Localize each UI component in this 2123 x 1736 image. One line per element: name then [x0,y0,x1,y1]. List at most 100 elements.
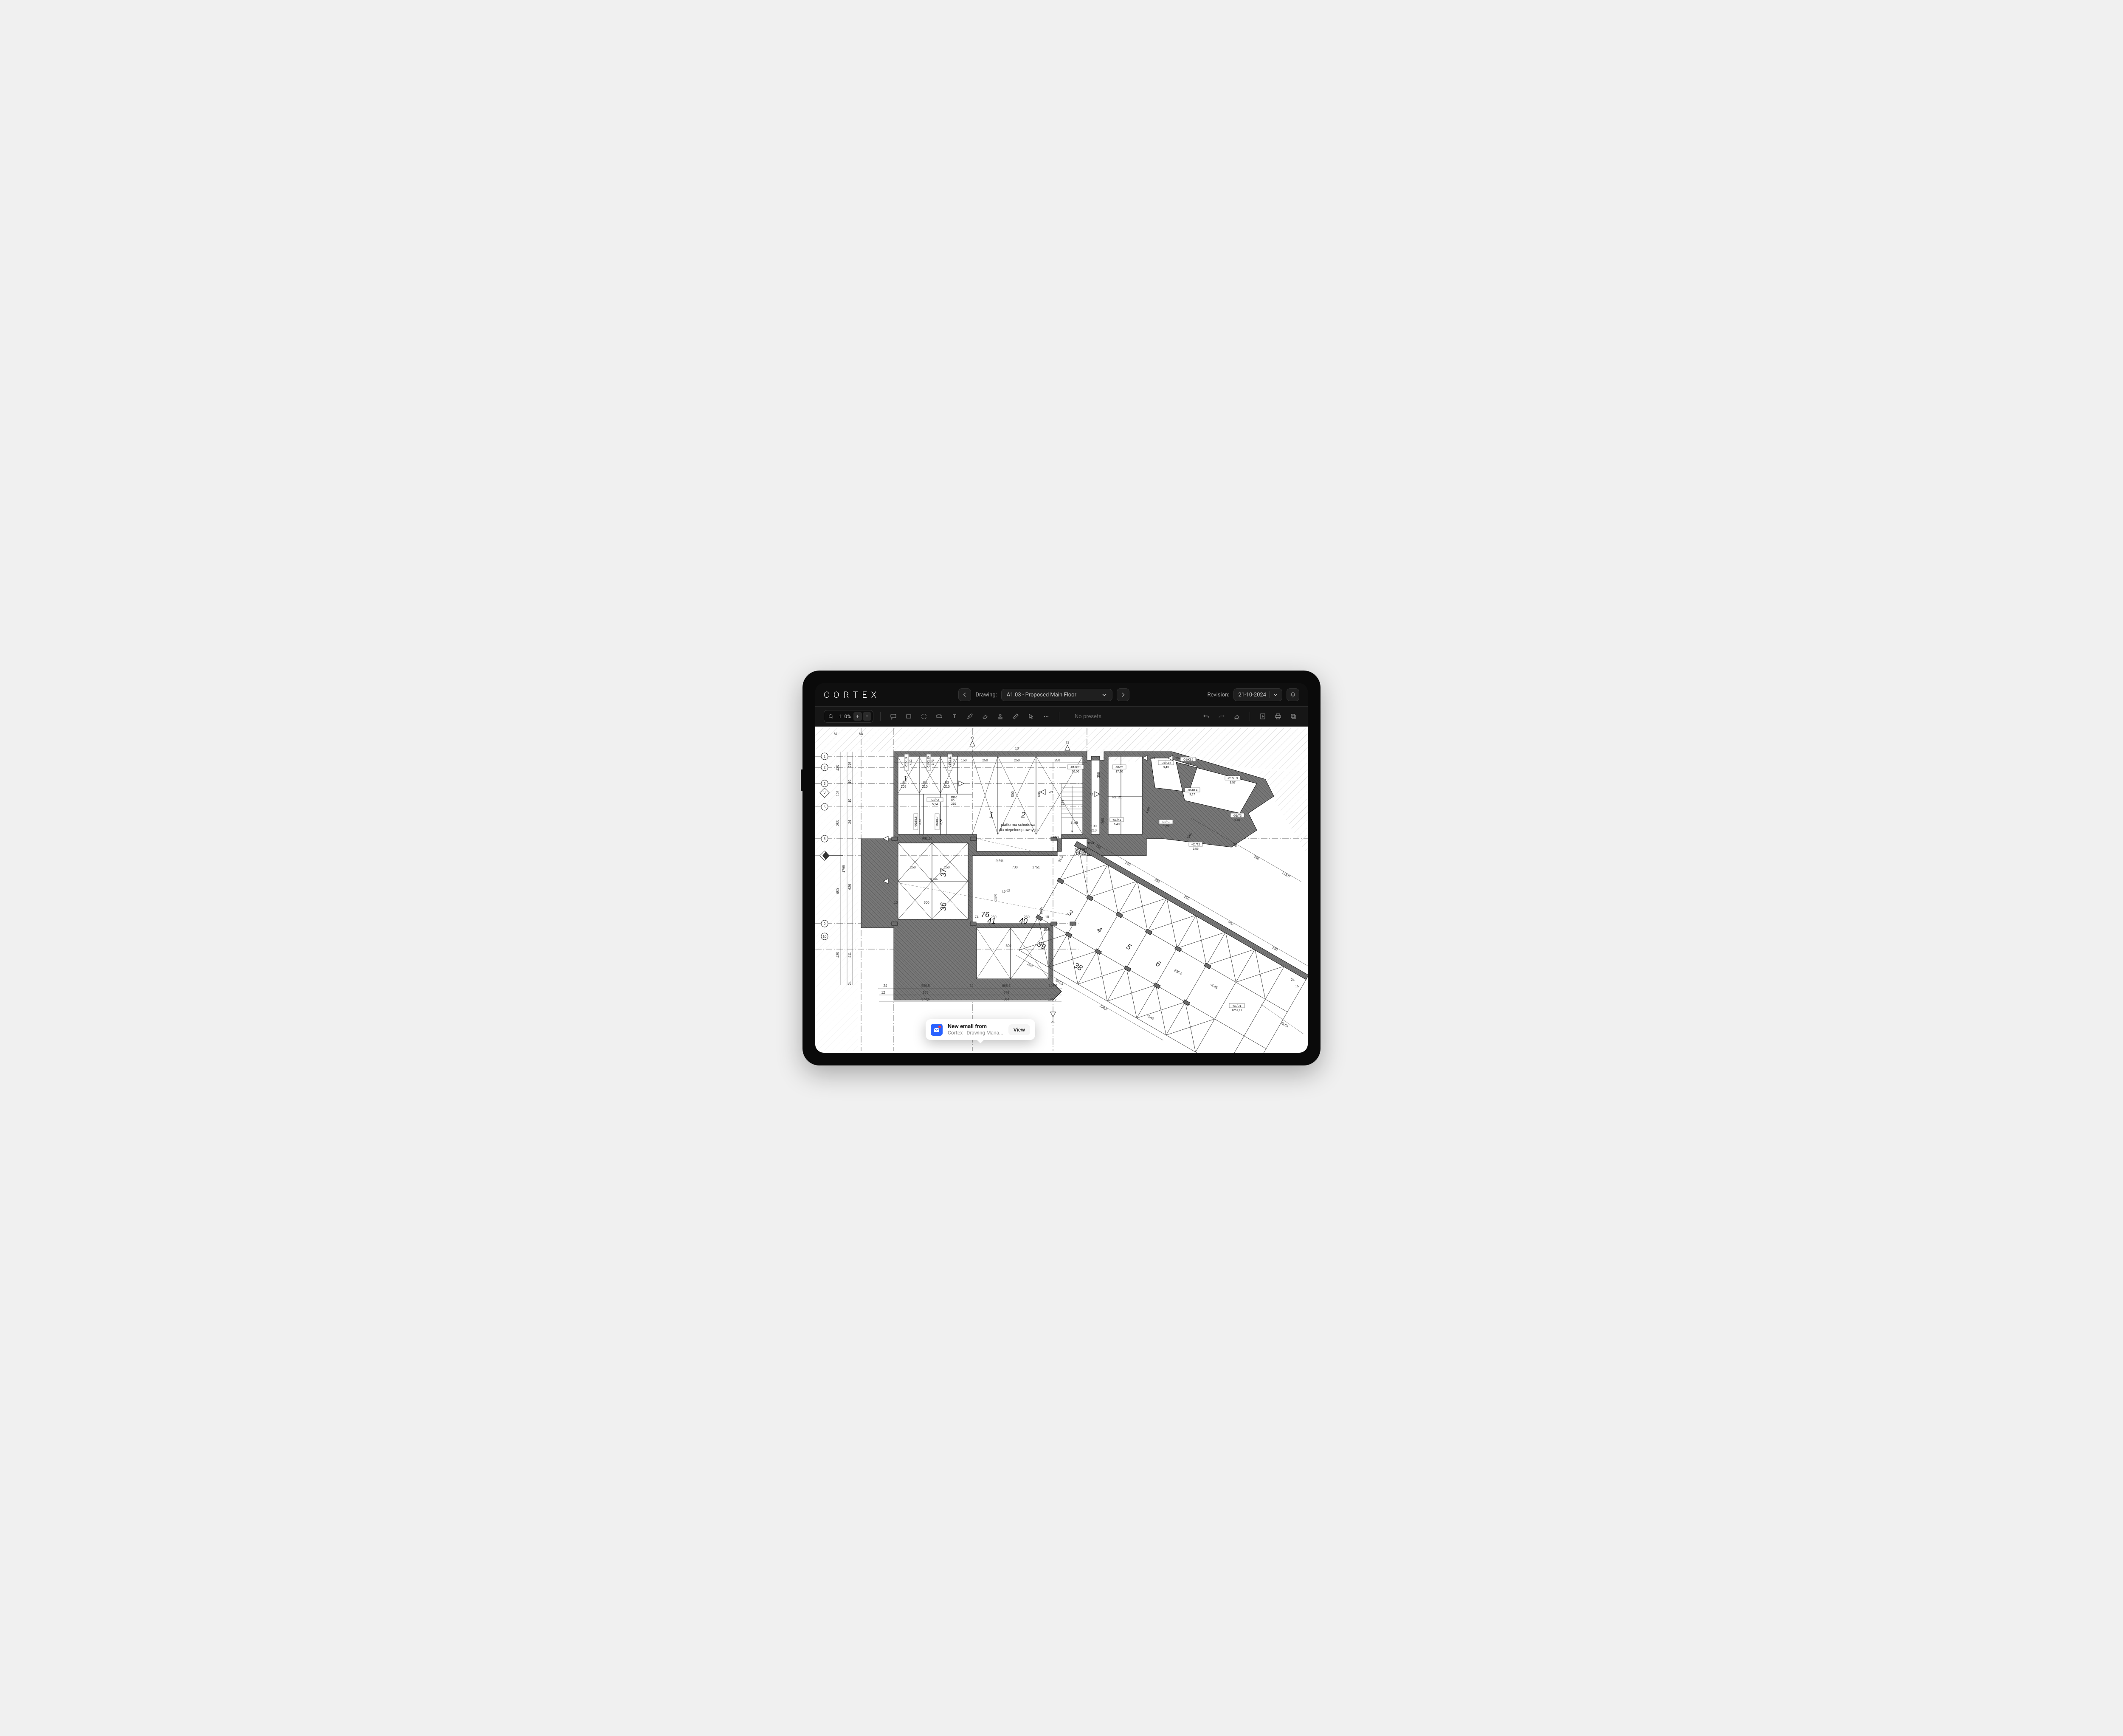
svg-text:676: 676 [1003,991,1009,995]
mail-icon [931,1024,943,1036]
marquee-icon [921,713,927,720]
svg-text:1: 1 [989,811,994,819]
svg-text:190: 190 [1091,824,1097,828]
svg-text:-01/KL4: -01/KL4 [1187,789,1198,792]
svg-text:24: 24 [848,820,852,824]
export-button[interactable] [1257,710,1269,722]
notification-subtitle: Cortex - Drawing Mana... [948,1030,1003,1036]
revision-label: Revision: [1207,692,1229,698]
room-numbers: 1 2 41 40 37 36 1 76 [903,775,1028,925]
pointer-tool[interactable] [1025,710,1037,722]
svg-text:W4: W4 [1151,757,1155,760]
svg-text:250: 250 [1124,861,1132,867]
zoom-out-button[interactable]: − [863,712,871,721]
svg-text:-01/K1: -01/K1 [1112,819,1121,822]
svg-text:-01/KS1: -01/KS1 [1070,766,1081,769]
brand-logo: CORTEX [824,690,881,700]
svg-text:15,06: 15,06 [1072,770,1079,773]
svg-text:10: 10 [823,935,827,938]
svg-text:435: 435 [836,952,840,958]
svg-text:213,5: 213,5 [1281,871,1290,878]
header-right-group: Revision: 21-10-2024 [1207,688,1299,701]
svg-text:6: 6 [824,837,826,841]
svg-text:6,40: 6,40 [1114,823,1120,826]
svg-text:3,45: 3,45 [1070,820,1078,825]
svg-text:24: 24 [884,984,887,988]
svg-text:3,57: 3,57 [1230,781,1236,784]
svg-text:-01/T3: -01/T3 [1233,814,1242,817]
drawing-canvas[interactable]: 1 2 3 5 6 9 10 V IV VI VII 435 125 255 6… [815,727,1308,1053]
svg-text:150: 150 [961,758,967,762]
svg-text:626: 626 [848,884,852,890]
clear-icon [1233,713,1240,720]
notifications-button[interactable] [1287,688,1299,701]
svg-text:hydrant: hydrant [1075,847,1088,851]
next-drawing-button[interactable] [1117,688,1129,701]
chevron-left-icon [962,692,967,697]
zoom-in-button[interactable]: + [853,712,862,721]
svg-text:80: 80 [902,781,906,784]
print-button[interactable] [1272,710,1284,722]
svg-text:-01/K4: -01/K4 [931,799,940,802]
svg-text:0,5%: 0,5% [996,859,1003,863]
pen-icon [966,713,973,720]
comment-tool[interactable] [887,710,899,722]
svg-text:VII: VII [859,732,864,736]
notification-title: New email from [948,1023,1003,1030]
floorplan-drawing: 1 2 3 5 6 9 10 V IV VI VII 435 125 255 6… [815,727,1308,1053]
eraser-tool[interactable] [979,710,991,722]
measure-tool[interactable] [1010,710,1022,722]
clear-button[interactable] [1231,710,1243,722]
more-tools[interactable] [1040,710,1052,722]
stamp-tool[interactable] [994,710,1006,722]
drawing-selector[interactable]: A1.03 - Proposed Main Floor [1001,689,1112,701]
pen-tool[interactable] [964,710,976,722]
svg-text:1,69: 1,69 [1163,825,1169,828]
svg-text:3,48: 3,48 [919,819,922,825]
revision-selector[interactable]: 21-10-2024 [1233,688,1282,701]
svg-text:730: 730 [1012,865,1018,869]
svg-text:EI30: EI30 [1053,836,1059,839]
right-callouts: 35,64 15 24 -3,45 -3,40 [1146,978,1304,1034]
svg-text:80: 80 [951,799,955,802]
notification-view-button[interactable]: View [1008,1024,1030,1035]
tablet-device-frame: CORTEX Drawing: A1.03 - Proposed Main Fl… [802,671,1321,1065]
redo-button[interactable] [1216,710,1228,722]
svg-text:-01/KL7: -01/KL7 [936,817,939,827]
svg-text:101,5: 101,5 [1048,998,1057,1001]
drawing-label: Drawing: [975,692,997,698]
svg-text:Z1: Z1 [1066,741,1069,744]
prev-drawing-button[interactable] [958,688,971,701]
svg-text:-3,45: -3,45 [1210,983,1219,990]
cloud-tool[interactable] [933,710,945,722]
app-screen: CORTEX Drawing: A1.03 - Proposed Main Fl… [815,683,1308,1053]
svg-text:250: 250 [982,758,988,762]
svg-text:574,5: 574,5 [921,998,930,1001]
undo-button[interactable] [1200,710,1212,722]
rectangle-tool[interactable] [903,710,915,722]
svg-text:210: 210 [951,803,956,806]
svg-text:W1: W1 [1049,791,1053,794]
svg-text:435: 435 [836,765,840,771]
svg-text:250: 250 [1154,878,1161,884]
svg-text:VI: VI [834,732,837,736]
presets-label: No presets [1075,713,1101,720]
stairs [1062,783,1083,834]
revision-value: 21-10-2024 [1238,692,1266,698]
svg-text:108,5: 108,5 [1049,984,1058,988]
svg-text:37: 37 [939,868,948,877]
zoom-control: 110% + − [824,710,873,723]
svg-text:260: 260 [1101,818,1105,824]
svg-text:500: 500 [924,901,929,905]
svg-text:500: 500 [1005,944,1011,948]
svg-text:2: 2 [1021,811,1025,819]
text-tool[interactable] [949,710,960,722]
svg-text:10: 10 [848,780,852,783]
svg-text:76: 76 [981,910,990,919]
svg-text:-3,40: -3,40 [1146,1014,1155,1021]
copy-button[interactable] [1287,710,1299,722]
select-area-tool[interactable] [918,710,930,722]
svg-text:12: 12 [881,991,885,995]
svg-text:W4: W4 [1176,757,1181,760]
svg-text:276: 276 [848,761,852,767]
